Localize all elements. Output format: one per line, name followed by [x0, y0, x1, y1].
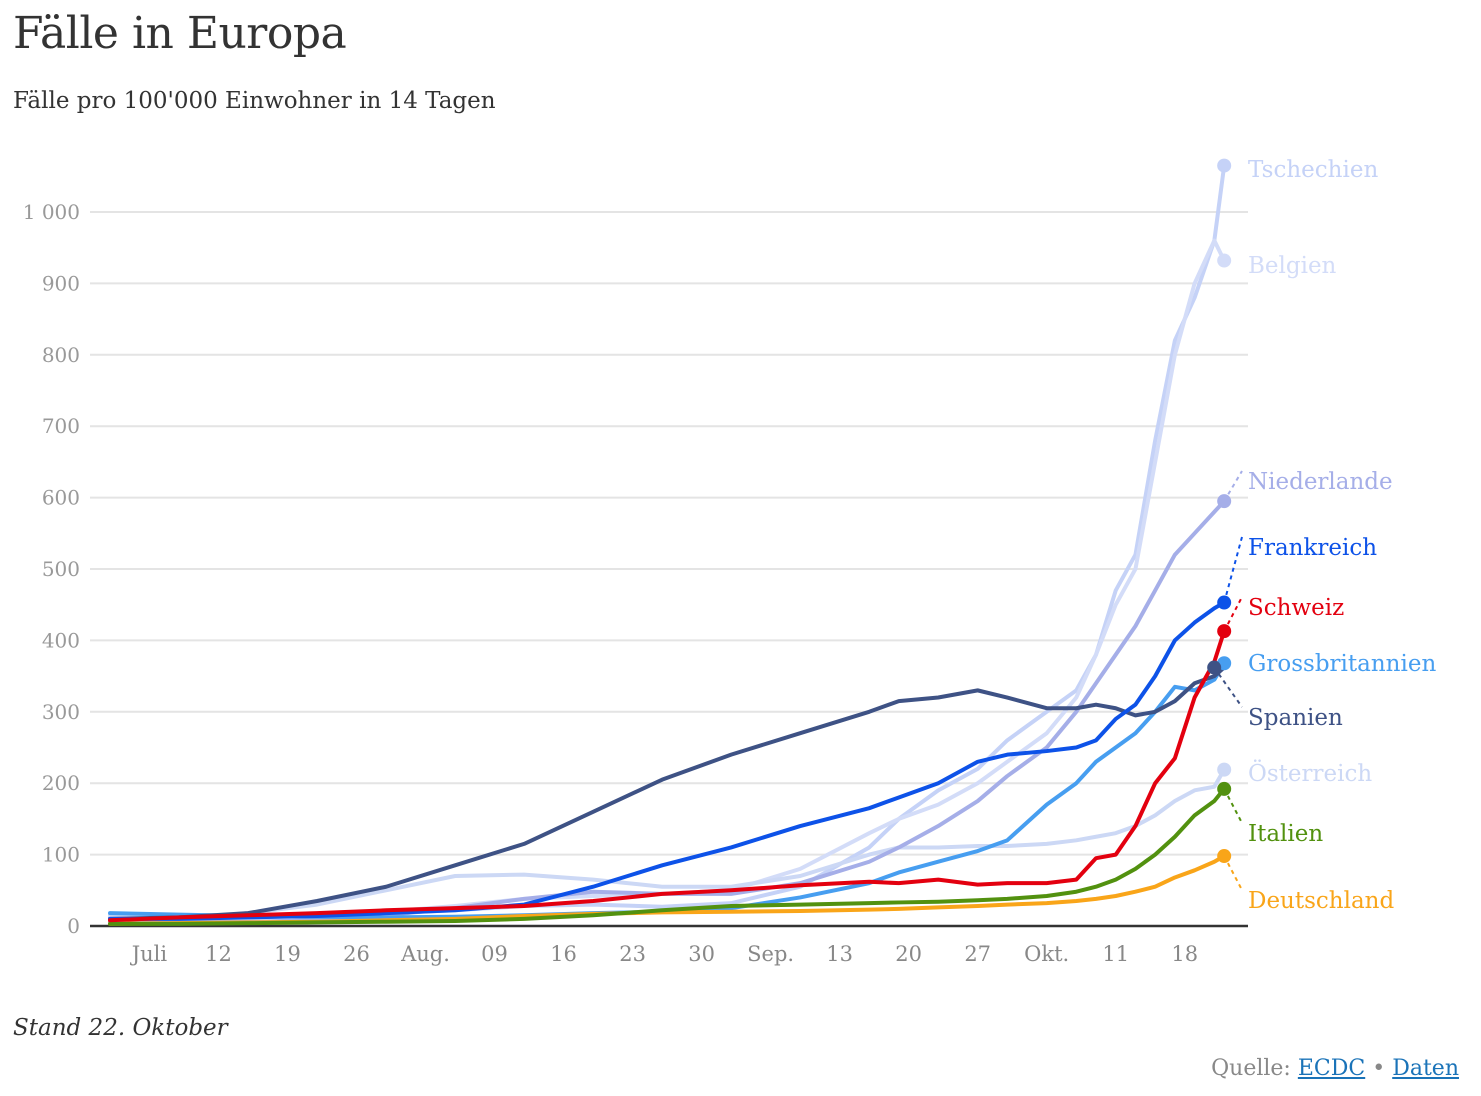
x-tick-label: 26 — [343, 942, 370, 966]
series-label: Österreich — [1248, 760, 1372, 787]
series-label: Italien — [1248, 821, 1323, 847]
x-tick-label: 20 — [895, 942, 922, 966]
x-tick-label: 18 — [1171, 942, 1198, 966]
series-label: Spanien — [1248, 705, 1343, 731]
label-connector — [1223, 788, 1243, 824]
date-note: Stand 22. Oktober — [13, 1015, 228, 1041]
y-tick-label: 600 — [42, 486, 80, 510]
series-end-point — [1217, 849, 1232, 864]
x-tick-label: 11 — [1102, 942, 1129, 966]
series-line-spanien — [108, 665, 1227, 921]
y-tick-label: 900 — [42, 271, 80, 295]
y-tick-label: 700 — [42, 414, 80, 438]
series-line-tschechien — [108, 163, 1227, 921]
x-tick-label: 13 — [826, 942, 853, 966]
y-tick-label: 400 — [42, 628, 80, 652]
series-line-schweiz — [108, 629, 1227, 923]
y-tick-label: 100 — [42, 843, 80, 867]
label-connector — [1223, 596, 1243, 632]
series-label: Schweiz — [1248, 595, 1344, 621]
data-link[interactable]: Daten — [1392, 1056, 1459, 1081]
y-tick-label: 0 — [67, 914, 80, 938]
series-end-point — [1217, 595, 1232, 610]
chart-title: Fälle in Europa — [13, 8, 347, 59]
series-end-point — [1217, 158, 1232, 173]
series-line-österreich — [108, 767, 1227, 925]
x-tick-label: 09 — [481, 942, 508, 966]
x-tick-label: 12 — [205, 942, 232, 966]
y-axis-ticks: 0 100 200 300 400 500 600 700 800 900 1 000 — [23, 200, 80, 938]
y-tick-label: 1 000 — [23, 200, 80, 224]
series-labels: Tschechien Belgien Niederlande Frankreich Sc… — [1207, 157, 1436, 914]
source-line: Quelle: ECDC • Daten — [1211, 1056, 1459, 1081]
label-connector — [1223, 855, 1243, 891]
series-line-belgien — [108, 238, 1227, 918]
label-connector — [1213, 666, 1243, 708]
series-end-point — [1217, 781, 1232, 796]
label-connector — [1223, 470, 1243, 502]
series-lines — [108, 163, 1227, 926]
series-label: Frankreich — [1248, 535, 1377, 561]
series-label: Grossbritannien — [1248, 651, 1436, 677]
x-tick-label: 30 — [688, 942, 715, 966]
series-end-point — [1217, 624, 1232, 639]
y-tick-label: 500 — [42, 557, 80, 581]
separator: • — [1372, 1056, 1386, 1081]
x-tick-label: Juli — [130, 942, 168, 966]
x-tick-label: 16 — [550, 942, 577, 966]
series-end-point — [1207, 660, 1222, 675]
series-label: Belgien — [1248, 253, 1337, 279]
series-label: Tschechien — [1248, 157, 1378, 183]
series-end-point — [1217, 253, 1232, 268]
line-chart: 0 100 200 300 400 500 600 700 800 900 1 000 Juli 12… — [23, 157, 1437, 966]
chart-subtitle: Fälle pro 100'000 Einwohner in 14 Tagen — [13, 88, 496, 114]
x-tick-label: Sep. — [747, 942, 794, 966]
label-connector — [1223, 536, 1243, 603]
ecdc-link[interactable]: ECDC — [1297, 1056, 1366, 1081]
x-tick-label: 27 — [964, 942, 991, 966]
x-tick-label: Okt. — [1024, 942, 1069, 966]
x-tick-label: 23 — [619, 942, 646, 966]
x-axis-ticks: Juli 12 19 26 Aug. 09 16 23 30 Sep. 13 20 27 Okt. 11 18 — [130, 942, 1198, 966]
x-tick-label: Aug. — [400, 942, 450, 966]
series-end-point — [1217, 494, 1232, 509]
source-label: Quelle: — [1211, 1056, 1291, 1081]
x-tick-label: 19 — [274, 942, 301, 966]
series-end-point — [1217, 762, 1232, 777]
y-tick-label: 200 — [42, 771, 80, 795]
y-tick-label: 800 — [42, 343, 80, 367]
series-line-grossbritannien — [108, 661, 1227, 920]
y-tick-label: 300 — [42, 700, 80, 724]
series-label: Deutschland — [1248, 888, 1394, 914]
series-line-frankreich — [108, 600, 1227, 921]
series-label: Niederlande — [1248, 469, 1393, 495]
series-line-italien — [108, 786, 1227, 926]
gridlines — [90, 211, 1248, 856]
